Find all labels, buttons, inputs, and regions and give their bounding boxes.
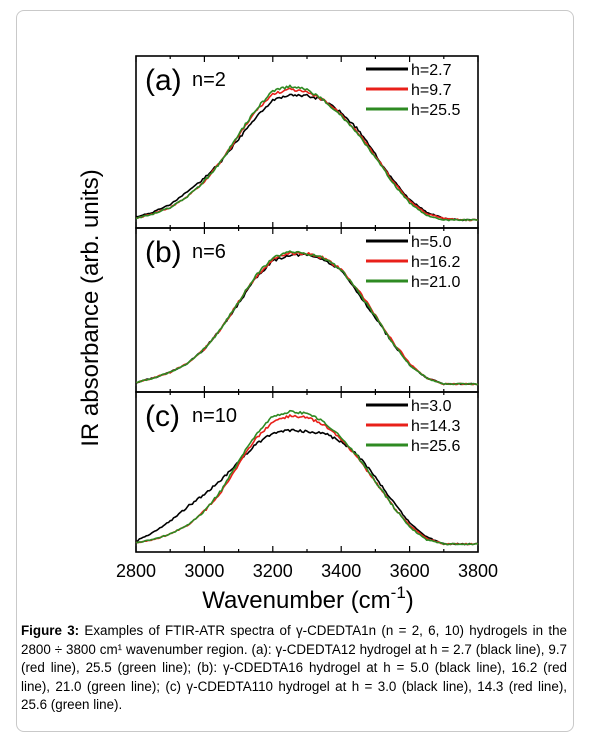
x-tick-label: 3400 [321, 561, 361, 581]
x-tick-label: 3200 [253, 561, 293, 581]
x-tick-label: 3800 [458, 561, 498, 581]
legend-label: h=2.7 [411, 62, 452, 79]
panel-n-label: n=6 [192, 241, 226, 263]
legend-label: h=14.3 [411, 418, 460, 435]
panel-frame [135, 227, 479, 393]
x-axis-label-close: ) [406, 587, 414, 614]
panel-label: (c) [145, 400, 180, 433]
panel-a: (a) n=2 h=2.7 h=9.7 h=25.5 [135, 55, 479, 229]
x-tick-label: 2800 [116, 561, 156, 581]
legend-label: h=9.7 [411, 82, 452, 99]
legend-label: h=3.0 [411, 398, 452, 415]
x-axis-label-superscript: -1 [391, 583, 406, 602]
ftir-chart: (a) n=2 h=2.7 h=9.7 h=25.5 (b) n=6 h=5.0 h=16.2 h… [77, 55, 498, 614]
panel-b: (b) n=6 h=5.0 h=16.2 h=21.0 [135, 227, 479, 393]
panel-frame [135, 391, 479, 553]
x-axis-label-text: Wavenumber (cm [202, 587, 390, 614]
legend-label: h=5.0 [411, 234, 452, 251]
figure-frame [16, 10, 574, 732]
caption-text: Examples of FTIR-ATR spectra of γ-CDEDTA… [21, 623, 567, 712]
x-tick-label: 3600 [390, 561, 430, 581]
series-line-h=25.6 [135, 409, 479, 546]
series-line-h=21.0 [135, 250, 479, 386]
figure-caption: Figure 3: Examples of FTIR-ATR spectra o… [21, 622, 567, 715]
panel-n-label: n=10 [192, 405, 237, 427]
legend-label: h=25.5 [411, 102, 460, 119]
series-line-h=25.5 [135, 84, 478, 222]
x-axis-label: Wavenumber (cm-1) [202, 583, 414, 614]
series-line-h=2.7 [135, 93, 479, 222]
panel-label: (b) [145, 236, 182, 269]
legend-label: h=25.6 [411, 438, 460, 455]
legend-label: h=16.2 [411, 254, 460, 271]
panel-n-label: n=2 [192, 69, 226, 91]
y-axis-label: IR absorbance (arb. units) [77, 169, 104, 446]
caption-label: Figure 3: [21, 623, 80, 638]
legend-label: h=21.0 [411, 274, 460, 291]
panel-c: (c) n=10 h=3.0 h=14.3 h=25.6 [135, 391, 479, 553]
panel-label: (a) [145, 64, 182, 97]
series-line-h=3.0 [135, 428, 479, 546]
x-tick-label: 3000 [184, 561, 224, 581]
